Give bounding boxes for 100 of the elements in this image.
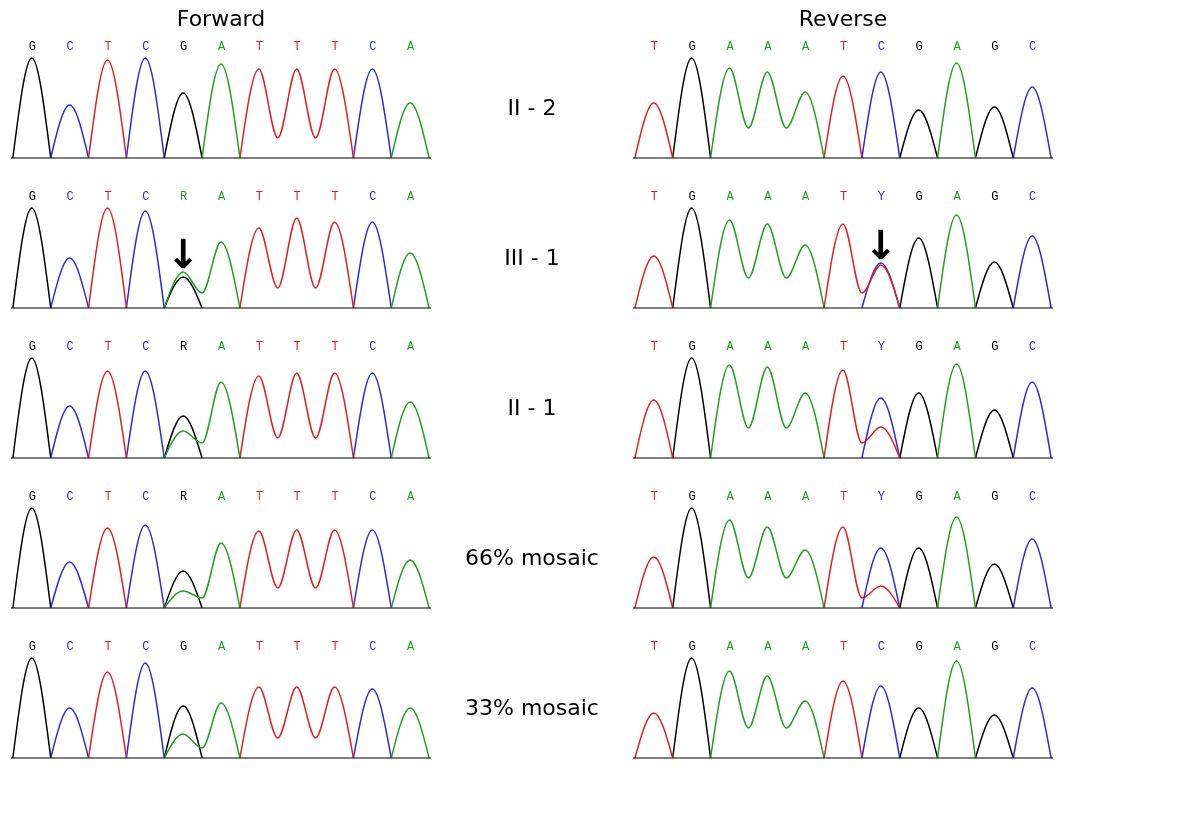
x-tick-label: G [991,489,999,504]
x-tick-label: T [255,339,263,354]
x-tick-label: G [991,39,999,54]
x-tick-label: C [142,189,150,204]
chart-title: Reverse [798,6,888,31]
x-tick-label: G [28,339,36,354]
x-tick-label: G [28,639,36,654]
x-tick-label: C [877,39,885,54]
x-tick-label: A [217,639,226,654]
x-tick-label: G [688,639,696,654]
x-tick-label: A [726,39,735,54]
x-tick-label: A [726,639,735,654]
text: III - 1 [504,245,560,270]
text: II - 1 [507,395,557,420]
x-tick-label: T [650,189,658,204]
x-tick-label: T [255,189,263,204]
x-tick-label: R [180,189,188,204]
x-tick-label: C [1029,339,1037,354]
x-tick-label: A [407,489,416,504]
x-tick-label: T [104,189,112,204]
x-tick-label: A [764,39,773,54]
annotation: ↓ [864,222,898,268]
x-tick-label: G [915,189,923,204]
x-tick-label: T [331,639,339,654]
x-tick-label: T [293,189,301,204]
x-tick-label: A [217,489,226,504]
x-tick-label: Y [877,339,885,354]
chart-title: Forward [176,6,266,31]
x-tick-label: G [180,39,188,54]
x-tick-label: C [877,639,885,654]
x-tick-label: Y [877,189,885,204]
x-tick-label: T [331,339,339,354]
x-tick-label: T [104,639,112,654]
x-tick-label: T [650,639,658,654]
x-tick-label: T [839,39,848,54]
x-tick-label: T [650,39,658,54]
x-tick-label: G [28,39,36,54]
x-tick-label: C [66,39,74,54]
x-tick-label: C [142,39,150,54]
x-tick-label: C [1029,189,1037,204]
x-tick-label: A [802,339,811,354]
x-tick-label: A [953,339,962,354]
x-tick-label: C [1029,39,1037,54]
x-tick-label: G [915,339,923,354]
x-tick-label: A [764,639,773,654]
x-tick-label: T [650,339,658,354]
x-tick-label: T [293,639,301,654]
x-tick-label: C [66,639,74,654]
x-tick-label: R [180,339,188,354]
x-tick-label: T [104,39,112,54]
x-tick-label: G [915,39,923,54]
x-tick-label: T [255,39,263,54]
x-tick-label: C [142,339,150,354]
x-tick-label: C [369,639,377,654]
x-tick-label: G [688,39,696,54]
x-tick-label: A [726,489,735,504]
x-tick-label: C [369,489,377,504]
x-tick-label: C [66,189,74,204]
x-tick-label: C [142,489,150,504]
x-tick-label: C [369,189,377,204]
x-tick-label: C [142,639,150,654]
x-tick-label: A [953,39,962,54]
x-tick-label: G [688,189,696,204]
x-tick-label: G [991,339,999,354]
x-tick-label: G [991,189,999,204]
x-tick-label: C [369,39,377,54]
x-tick-label: A [726,339,735,354]
x-tick-label: A [802,39,811,54]
x-tick-label: A [217,39,226,54]
x-tick-label: T [293,39,301,54]
x-tick-label: A [407,189,416,204]
x-tick-label: T [839,489,848,504]
x-tick-label: A [953,189,962,204]
text: 33% mosaic [465,695,599,720]
text: 66% mosaic [465,545,599,570]
x-tick-label: A [407,339,416,354]
x-tick-label: G [688,489,696,504]
x-tick-label: T [839,639,848,654]
x-tick-label: T [331,489,339,504]
x-tick-label: T [104,339,112,354]
x-tick-label: G [688,339,696,354]
x-tick-label: T [255,639,263,654]
x-tick-label: C [369,339,377,354]
x-tick-label: A [802,639,811,654]
x-tick-label: C [1029,489,1037,504]
x-tick-label: G [180,639,188,654]
x-tick-label: A [953,639,962,654]
x-tick-label: A [407,39,416,54]
x-tick-label: T [104,489,112,504]
annotation: ↓ [166,231,200,277]
x-tick-label: A [407,639,416,654]
x-tick-label: T [293,489,301,504]
x-tick-label: A [217,339,226,354]
x-tick-label: A [802,489,811,504]
x-tick-label: G [915,639,923,654]
text: II - 2 [507,95,557,120]
x-tick-label: A [764,339,773,354]
x-tick-label: A [953,489,962,504]
x-tick-label: T [331,39,339,54]
x-tick-label: C [66,489,74,504]
